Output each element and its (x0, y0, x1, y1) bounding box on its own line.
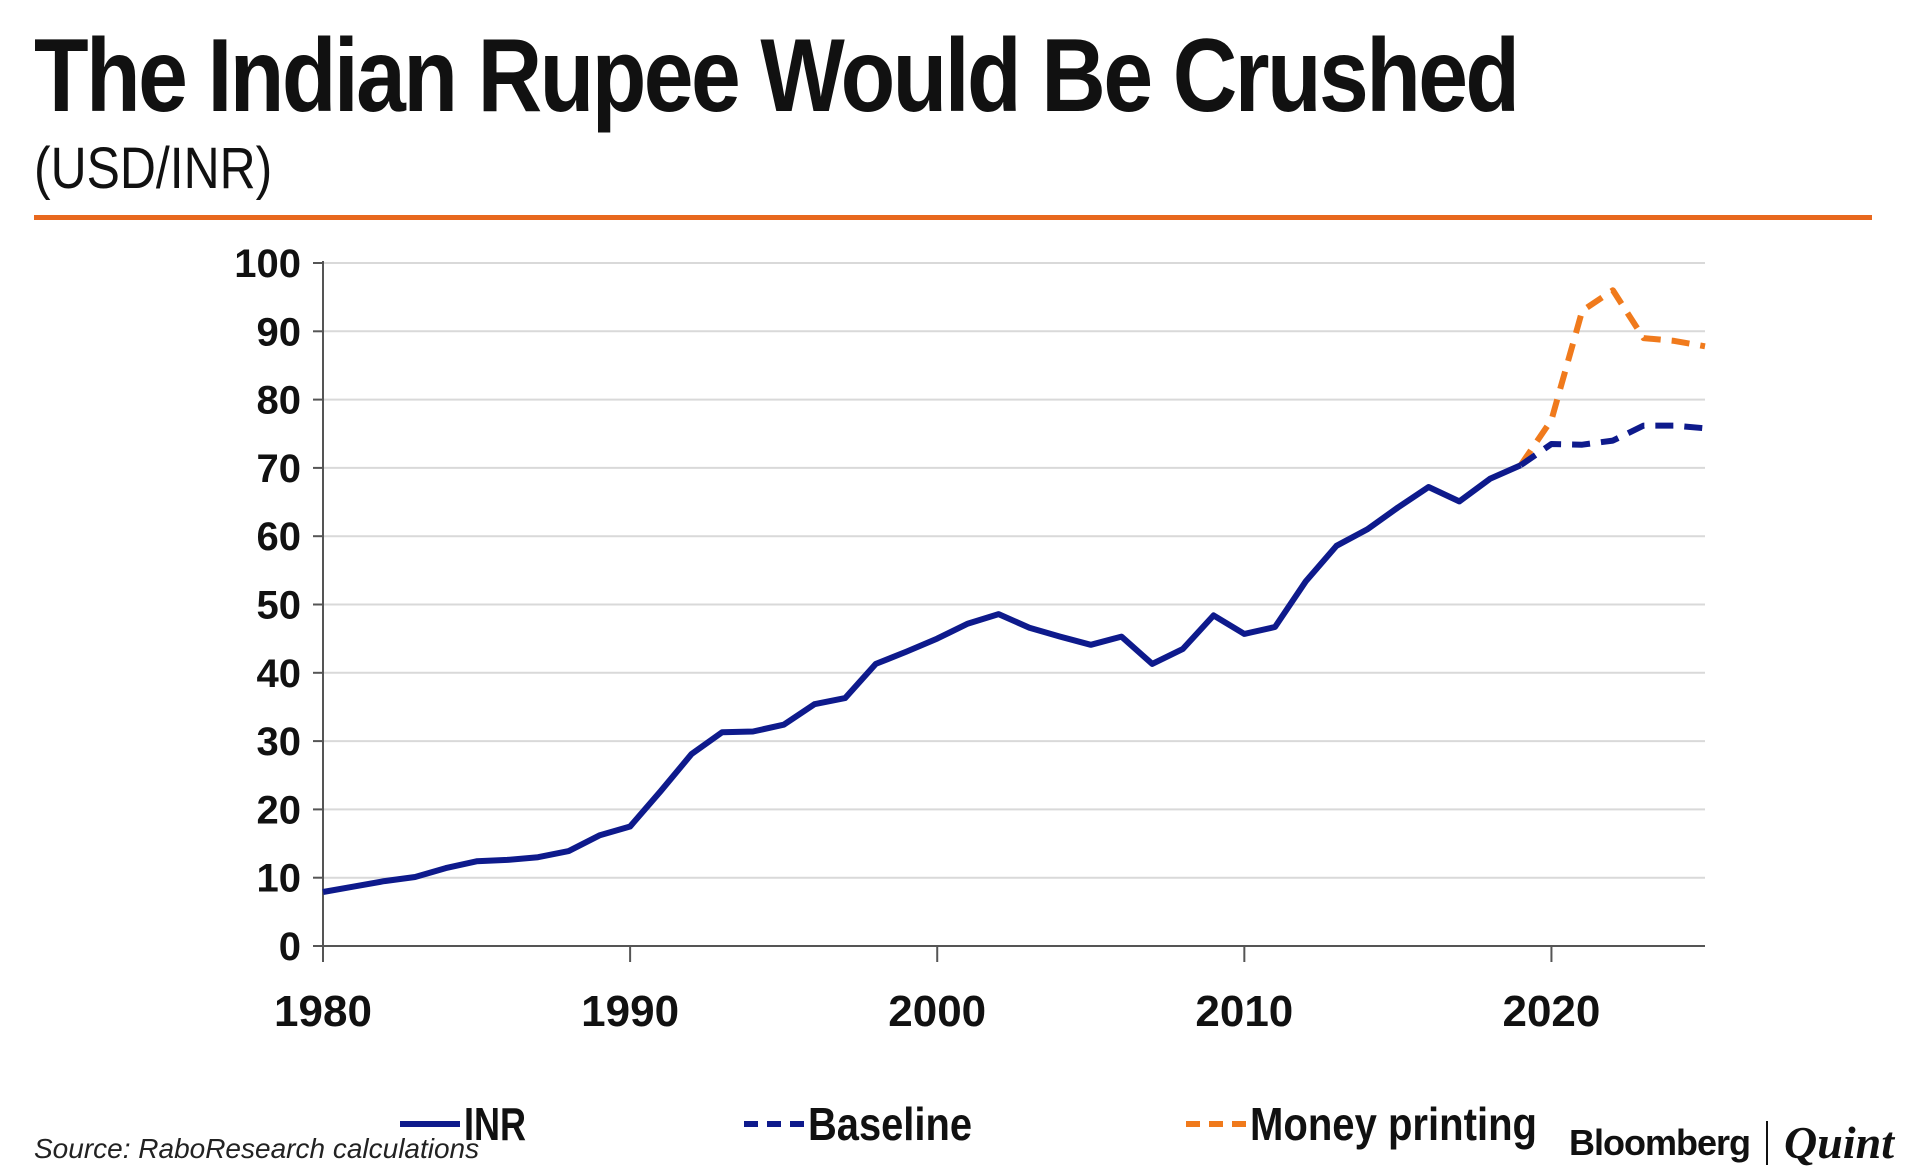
x-tick-label-2010: 2010 (1195, 987, 1293, 1036)
y-tick-label-70: 70 (257, 447, 302, 491)
y-tick-label-80: 80 (257, 379, 302, 423)
source-note: Source: RaboResearch calculations (34, 1133, 480, 1164)
x-tick-label-2020: 2020 (1502, 987, 1600, 1036)
series-line-money-printing (1518, 287, 1706, 467)
y-tick-label-60: 60 (257, 515, 302, 559)
y-tick-label-100: 100 (234, 242, 301, 286)
chart-subtitle: (USD/INR) (34, 136, 273, 201)
y-tick-label-50: 50 (257, 584, 302, 628)
series-line-inr (322, 462, 1522, 895)
x-tick-label-1990: 1990 (581, 987, 679, 1036)
x-tick-label-1980: 1980 (274, 987, 372, 1036)
legend-label-baseline: Baseline (808, 1098, 972, 1150)
legend-label-money-printing: Money printing (1250, 1098, 1537, 1150)
brand-quint: Quint (1784, 1117, 1894, 1168)
y-tick-label-30: 30 (257, 720, 302, 764)
brand-separator (1766, 1120, 1769, 1165)
chart-title: The Indian Rupee Would Be Crushed (34, 18, 1520, 134)
title-divider (34, 215, 1872, 220)
brand-bloomberg: Bloomberg (1569, 1121, 1751, 1163)
series-line-baseline (1518, 422, 1706, 468)
y-tick-label-0: 0 (279, 925, 301, 969)
x-tick-label-2000: 2000 (888, 987, 986, 1036)
y-tick-label-10: 10 (257, 857, 302, 901)
y-tick-label-40: 40 (257, 652, 302, 696)
y-tick-label-20: 20 (257, 788, 302, 832)
legend-label-inr: INR (464, 1098, 526, 1150)
y-tick-label-90: 90 (257, 310, 302, 354)
brand-logo: Bloomberg Quint (1569, 1116, 1894, 1169)
